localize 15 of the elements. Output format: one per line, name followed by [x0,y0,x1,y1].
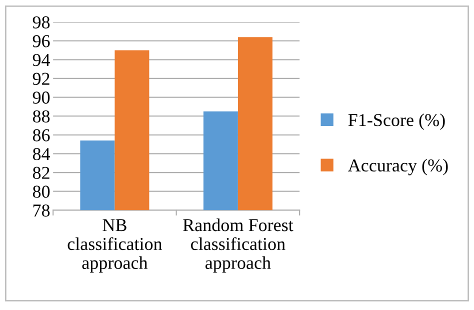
y-tick-label: 92 [32,72,50,85]
x-tick-label: NB classification approach [68,219,162,273]
x-tick-label: Random Forest classification approach [183,218,294,273]
y-tick-label: 84 [32,148,50,160]
y-tick-label: 88 [32,110,50,123]
y-tick-label: 80 [32,186,50,198]
y-tick-label: 94 [32,54,50,66]
y-tick-label: 78 [33,204,50,217]
y-tick-label: 86 [32,129,50,142]
y-tick-label: 96 [32,35,50,48]
y-tick-label: 82 [32,166,50,179]
legend-label: Accuracy (%) [348,158,448,176]
legend-label: F1-Score (%) [348,113,445,130]
y-tick-label: 98 [32,16,50,28]
y-tick-label: 90 [32,92,50,104]
